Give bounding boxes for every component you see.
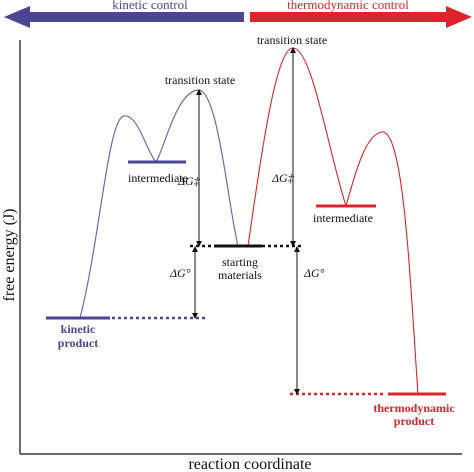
kinetic-product-label-line1: kinetic <box>61 322 96 336</box>
kinetic-pathway-curve <box>79 89 239 319</box>
thermodynamic-control-banner: thermodynamic control <box>250 0 472 28</box>
kinetic-product-label-line2: product <box>58 336 98 350</box>
dg0-thermo-label: ΔG° <box>303 266 325 280</box>
thermo-transition-state-label: transition state <box>257 33 327 47</box>
thermo-intermediate-label: intermediate <box>313 211 373 225</box>
y-axis-label: free energy (J) <box>1 209 18 302</box>
kinetic-intermediate-label: intermediate <box>128 171 188 185</box>
thermodynamic-control-arrow <box>250 6 472 28</box>
dg-ts-thermo-label: ΔG‡ <box>271 171 295 185</box>
thermo-product-label-line1: thermodynamic <box>373 401 455 415</box>
dg0-kinetic-label: ΔG° <box>169 266 191 280</box>
thermo-product-label-line2: product <box>394 414 434 428</box>
kinetic-control-banner: kinetic control <box>4 0 244 28</box>
kinetic-control-label: kinetic control <box>112 0 188 12</box>
starting-materials-label-line2: materials <box>218 268 262 282</box>
starting-materials-label-line1: starting <box>222 255 258 269</box>
kinetic-control-arrow <box>4 6 244 28</box>
kinetic-transition-state-label: transition state <box>165 73 235 87</box>
x-axis-label: reaction coordinate <box>188 456 311 472</box>
dg-ts-kinetic-label: ΔG‡ <box>177 174 201 188</box>
thermodynamic-control-label: thermodynamic control <box>287 0 409 12</box>
